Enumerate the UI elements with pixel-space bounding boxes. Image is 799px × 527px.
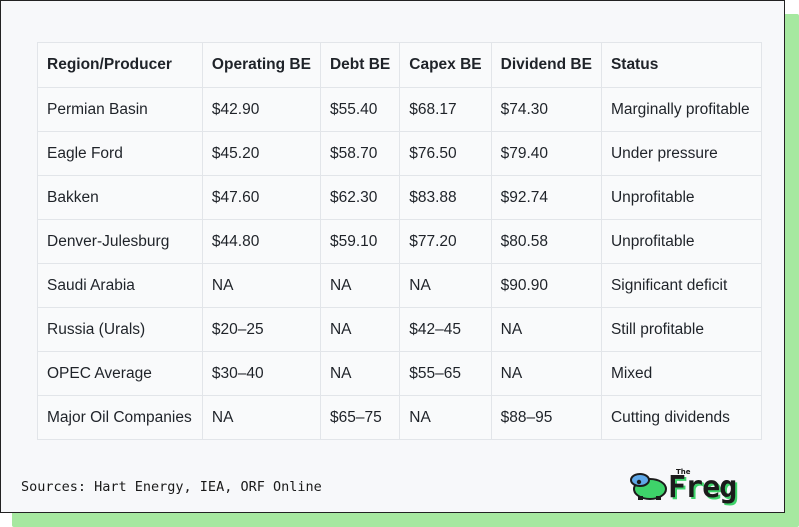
table-cell: $47.60 bbox=[201, 175, 321, 220]
table-cell: NA bbox=[399, 263, 492, 308]
column-header: Debt BE bbox=[319, 42, 401, 88]
table-cell: NA bbox=[399, 395, 492, 440]
table-cell: Saudi Arabia bbox=[37, 263, 203, 308]
column-header: Dividend BE bbox=[490, 42, 602, 88]
table-cell: Permian Basin bbox=[37, 87, 203, 132]
column-header: Capex BE bbox=[399, 42, 492, 88]
table-cell: $55–65 bbox=[399, 351, 492, 396]
table-row: Russia (Urals) $20–25 NA $42–45 NA Still… bbox=[37, 307, 763, 352]
column-header: Region/Producer bbox=[37, 42, 203, 88]
table-cell: $88–95 bbox=[490, 395, 602, 440]
table-cell: Marginally profitable bbox=[600, 87, 763, 132]
table-cell: Under pressure bbox=[600, 131, 763, 176]
table-cell: NA bbox=[201, 395, 321, 440]
table-cell: $80.58 bbox=[490, 219, 602, 264]
table-cell: $68.17 bbox=[399, 87, 492, 132]
table-cell: NA bbox=[490, 351, 602, 396]
table-row: Saudi Arabia NA NA NA $90.90 Significant… bbox=[37, 263, 763, 308]
table-cell: $55.40 bbox=[319, 87, 401, 132]
table-cell: Unprofitable bbox=[600, 175, 763, 220]
content-card: Region/Producer Operating BE Debt BE Cap… bbox=[0, 0, 785, 513]
table-cell: NA bbox=[319, 307, 401, 352]
table-cell: NA bbox=[490, 307, 602, 352]
frog-icon bbox=[630, 473, 667, 500]
table-cell: $44.80 bbox=[201, 219, 321, 264]
table-row: Denver-Julesburg $44.80 $59.10 $77.20 $8… bbox=[37, 219, 763, 264]
brand-logo: The Freg bbox=[628, 466, 768, 506]
table-cell: Eagle Ford bbox=[37, 131, 203, 176]
table-cell: Unprofitable bbox=[600, 219, 763, 264]
table-cell: $90.90 bbox=[490, 263, 602, 308]
column-header: Status bbox=[600, 42, 763, 88]
table-cell: $76.50 bbox=[399, 131, 492, 176]
table-cell: $20–25 bbox=[201, 307, 321, 352]
column-header: Operating BE bbox=[201, 42, 321, 88]
table-cell: NA bbox=[319, 351, 401, 396]
table-cell: $77.20 bbox=[399, 219, 492, 264]
logo-wordmark: Freg bbox=[668, 470, 737, 505]
table-cell: $42.90 bbox=[201, 87, 321, 132]
table-cell: $58.70 bbox=[319, 131, 401, 176]
table-cell: $79.40 bbox=[490, 131, 602, 176]
table-cell: Bakken bbox=[37, 175, 203, 220]
table-cell: NA bbox=[201, 263, 321, 308]
table-cell: Cutting dividends bbox=[600, 395, 763, 440]
table-cell: $45.20 bbox=[201, 131, 321, 176]
table-cell: Significant deficit bbox=[600, 263, 763, 308]
breakeven-table: Region/Producer Operating BE Debt BE Cap… bbox=[37, 42, 763, 440]
table-cell: $42–45 bbox=[399, 307, 492, 352]
table-cell: $30–40 bbox=[201, 351, 321, 396]
table-cell: Russia (Urals) bbox=[37, 307, 203, 352]
table-cell: NA bbox=[319, 263, 401, 308]
table-cell: $83.88 bbox=[399, 175, 492, 220]
table-header-row: Region/Producer Operating BE Debt BE Cap… bbox=[37, 42, 763, 88]
logo-small-text: The bbox=[676, 468, 691, 476]
table-cell: Mixed bbox=[600, 351, 763, 396]
table-cell: Major Oil Companies bbox=[37, 395, 203, 440]
table-cell: $65–75 bbox=[319, 395, 401, 440]
table-cell: Denver-Julesburg bbox=[37, 219, 203, 264]
table-row: Major Oil Companies NA $65–75 NA $88–95 … bbox=[37, 395, 763, 440]
table-row: Permian Basin $42.90 $55.40 $68.17 $74.3… bbox=[37, 87, 763, 132]
table-cell: $74.30 bbox=[490, 87, 602, 132]
table-row: Bakken $47.60 $62.30 $83.88 $92.74 Unpro… bbox=[37, 175, 763, 220]
table-row: Eagle Ford $45.20 $58.70 $76.50 $79.40 U… bbox=[37, 131, 763, 176]
table-row: OPEC Average $30–40 NA $55–65 NA Mixed bbox=[37, 351, 763, 396]
table-cell: OPEC Average bbox=[37, 351, 203, 396]
table-cell: Still profitable bbox=[600, 307, 763, 352]
table-cell: $59.10 bbox=[319, 219, 401, 264]
sources-note: Sources: Hart Energy, IEA, ORF Online bbox=[21, 479, 322, 495]
table-cell: $62.30 bbox=[319, 175, 401, 220]
breakeven-table-container: Region/Producer Operating BE Debt BE Cap… bbox=[37, 42, 763, 440]
table-cell: $92.74 bbox=[490, 175, 602, 220]
